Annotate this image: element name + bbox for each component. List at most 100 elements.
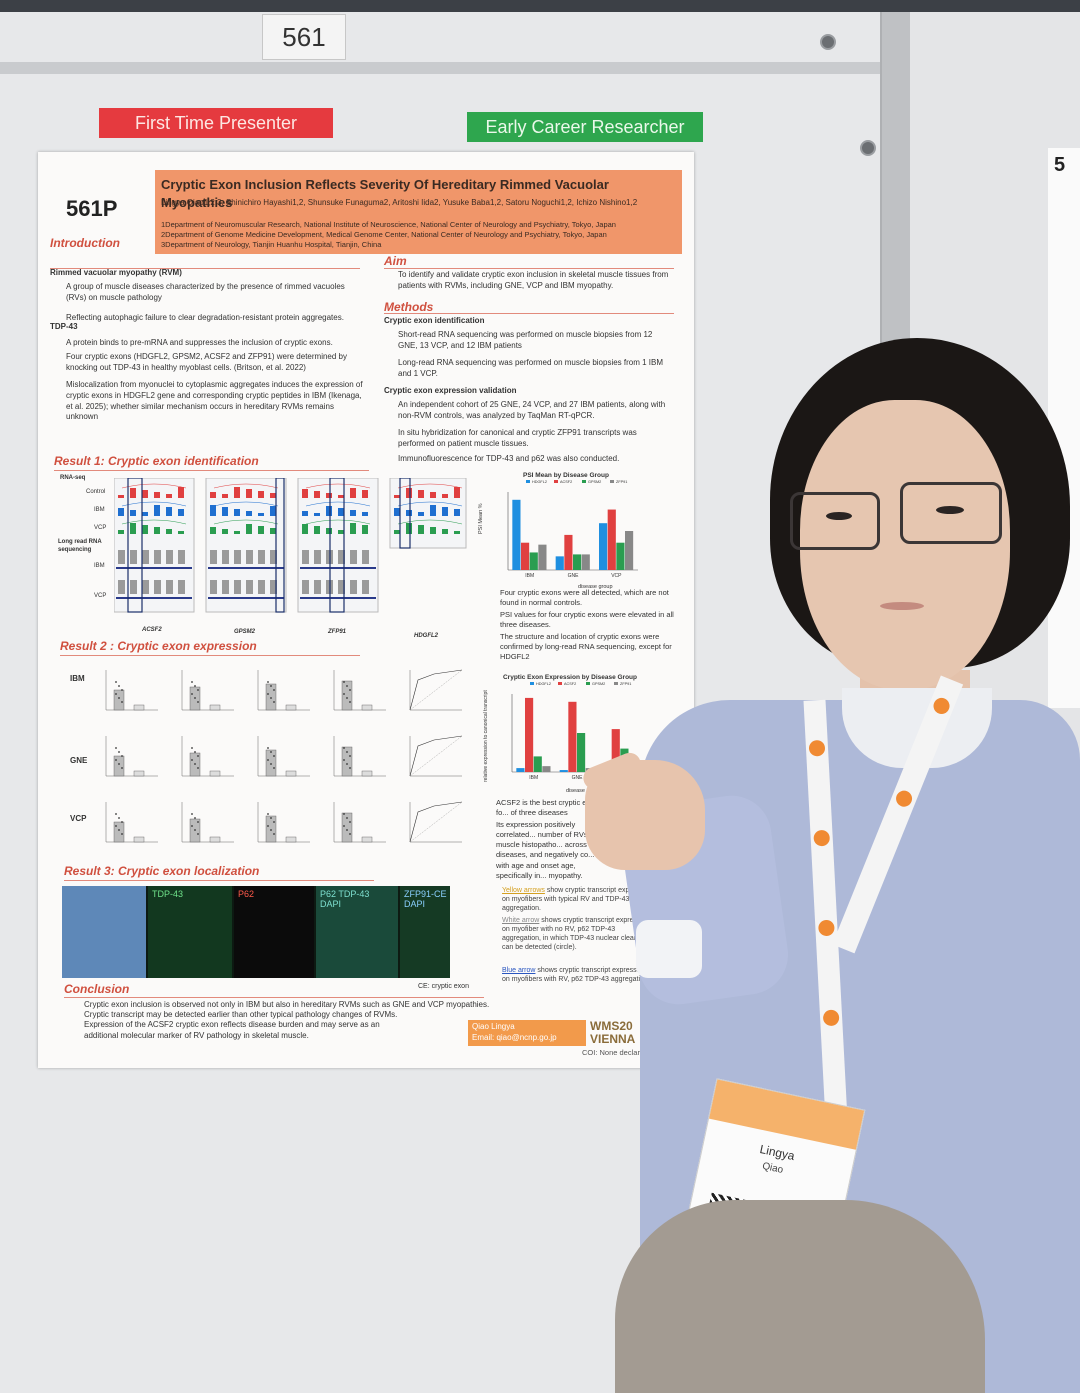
gene-label: HDGFL2	[414, 633, 438, 639]
tick-label: IBM	[529, 775, 538, 781]
section-rule	[64, 880, 374, 881]
legend-label: GPSM2	[592, 682, 605, 686]
long-read-block	[178, 580, 185, 594]
wms-logo: WMS20 VIENNA	[590, 1019, 635, 1046]
panel-dot	[118, 685, 120, 687]
gene-label: GPSM2	[234, 629, 256, 635]
long-read-block	[270, 580, 277, 594]
coverage-block	[442, 529, 448, 534]
logo-line: WMS20	[590, 1019, 633, 1033]
panel-dot	[270, 697, 272, 699]
coverage-block	[430, 527, 436, 534]
bar-ZFP91-VCP	[625, 531, 634, 570]
long-read-block	[142, 550, 149, 564]
long-read-block	[258, 580, 265, 594]
psi-mean-chart: IBM GNE VCP HDGFL2 ACSF2 GPSM2 ZFP91	[507, 480, 638, 579]
acsf2-detail: Its expression positively correlated... …	[496, 820, 597, 880]
coverage-block	[430, 492, 436, 498]
panel-bar	[341, 680, 353, 711]
aim-heading: Aim	[384, 254, 407, 268]
poster-authors: Lingya Qiao1,2,3, Shinichiro Hayashi1,2,…	[161, 198, 638, 207]
methods-point: An independent cohort of 25 GNE, 24 VCP,…	[398, 400, 666, 420]
panel-bar	[361, 704, 373, 711]
coverage-block	[418, 525, 424, 534]
tick-label: VCP	[611, 573, 622, 579]
affiliation: 2Department of Genome Medicine Developme…	[161, 230, 607, 239]
roc-diagonal	[409, 801, 463, 843]
panel-dot	[191, 681, 193, 683]
introduction-heading: Introduction	[50, 236, 120, 250]
coverage-block	[234, 487, 240, 498]
poster: 561P Cryptic Exon Inclusion Reflects Sev…	[38, 152, 694, 1068]
badge-first-name: Lingya	[758, 1141, 796, 1164]
glasses-left-lens	[790, 492, 880, 550]
junction-arc	[213, 519, 279, 525]
panel-dot	[343, 813, 345, 815]
adjacent-poster-fragment: 5	[1054, 154, 1066, 176]
long-read-block	[234, 580, 241, 594]
long-read-block	[118, 580, 125, 594]
row-label: VCP	[70, 814, 87, 823]
panel-dot	[267, 747, 269, 749]
legend-label: ACSF2	[560, 480, 572, 484]
coverage-block	[142, 525, 148, 534]
coverage-block	[430, 505, 436, 516]
junction-arc	[305, 501, 371, 507]
long-read-block	[302, 550, 309, 564]
coverage-block	[406, 488, 412, 498]
bar-HDGFL2-GNE	[559, 770, 568, 772]
row-label: IBM	[94, 507, 105, 513]
conclusion-heading: Conclusion	[64, 982, 130, 996]
panel-dot	[270, 829, 272, 831]
psi-chart-title: PSI Mean by Disease Group	[523, 472, 609, 479]
junction-arc	[213, 501, 279, 507]
coverage-block	[338, 495, 344, 498]
legend-label: HDGFL2	[536, 682, 551, 686]
coverage-block	[362, 525, 368, 534]
coverage-block	[314, 513, 320, 516]
long-read-block	[222, 580, 229, 594]
panel-dot	[349, 833, 351, 835]
panel-dot	[121, 689, 123, 691]
bar-GPSM2-GNE	[577, 733, 586, 772]
bar-ZFP91-IBM	[538, 544, 547, 570]
panel-dot	[273, 701, 275, 703]
long-read-block	[314, 580, 321, 594]
title-band: Cryptic Exon Inclusion Reflects Severity…	[155, 170, 682, 254]
badge-last-name: Qiao	[761, 1160, 785, 1176]
panel-dot	[121, 821, 123, 823]
panel-dot	[121, 833, 123, 835]
note-label: Yellow arrows	[502, 887, 545, 894]
coverage-block	[418, 490, 424, 498]
panel-dot	[121, 755, 123, 757]
panel-bar	[265, 683, 277, 711]
methods-subheading: Cryptic exon expression validation	[384, 386, 517, 395]
panel-dot	[273, 755, 275, 757]
panel-dot	[349, 689, 351, 691]
long-read-block	[142, 580, 149, 594]
panel-dot	[118, 829, 120, 831]
coverage-block	[394, 530, 400, 534]
panel-dot	[118, 817, 120, 819]
board-number-card: 561	[262, 14, 346, 60]
long-read-block	[130, 580, 137, 594]
tdp43-point: Mislocalization from myonuclei to cytopl…	[66, 380, 363, 422]
lanyard-logo	[813, 829, 831, 847]
coverage-block	[258, 513, 264, 516]
gene-label: ZFP91	[328, 629, 347, 635]
junction-arc	[397, 501, 463, 507]
row-label: IBM	[94, 563, 105, 569]
expression-panels	[105, 669, 463, 843]
micro-caption: CE: cryptic exon	[418, 983, 469, 990]
legend-label: ACSF2	[564, 682, 576, 686]
panel-dot	[115, 825, 117, 827]
panel-dot	[121, 701, 123, 703]
coverage-block	[418, 512, 424, 516]
panel-dot	[346, 763, 348, 765]
panel-dot	[349, 821, 351, 823]
legend-swatch	[558, 682, 562, 685]
panel-dot	[346, 817, 348, 819]
coverage-block	[270, 493, 276, 498]
note-text: show cryptic transcript expressed on myo…	[502, 887, 651, 913]
board-bolt	[860, 140, 876, 156]
